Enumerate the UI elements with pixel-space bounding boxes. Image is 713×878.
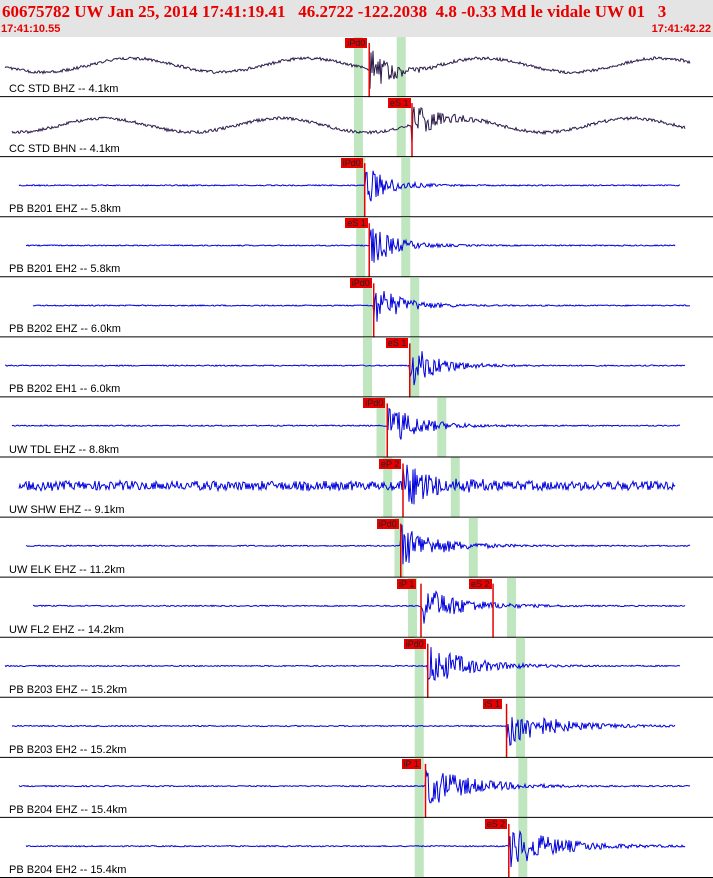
channel-label: PB B202 EH1 -- 6.0km [9,383,121,396]
channel-row[interactable] [0,517,713,578]
seismogram-trace [11,407,681,440]
seismogram-trace [18,170,681,202]
pick-window-band [356,157,366,218]
pick-window-band [394,517,404,578]
pick-label[interactable]: iPd0 [349,278,372,289]
seismogram-trace [25,524,691,565]
pick-window-band [507,577,517,638]
pick-window-band [362,337,372,398]
pick-window-band [401,217,411,278]
pick-label[interactable]: eS 1 [345,218,368,229]
seismogram-trace [11,717,676,747]
pick-window-band [376,397,386,458]
channel-row[interactable] [0,97,713,158]
pick-window-band [353,37,363,98]
seismogram-trace [18,464,676,505]
channel-row[interactable] [0,337,713,398]
channel-row[interactable] [0,457,713,518]
pick-window-band [407,577,417,638]
pick-window-band [414,757,424,818]
pick-window-band [353,97,363,158]
waveform-panel[interactable]: CC STD BHZ -- 4.1km iPd0 CC STD BHN -- 4.1… [0,37,713,878]
pick-label[interactable]: iPd0 [340,158,363,169]
seismogram-trace [32,290,691,322]
channel-label: PB B204 EHZ -- 15.4km [9,803,127,816]
seismogram-trace [18,770,691,804]
channel-row[interactable] [0,757,713,818]
waveform-canvas[interactable] [0,37,713,878]
pick-window-band [410,277,420,338]
seismogram-trace [4,647,681,681]
pick-window-band [383,457,393,518]
pick-window-band [356,217,366,278]
pick-window-band [362,277,372,338]
seismogram-trace [25,829,686,868]
pick-label[interactable]: iPd0 [403,638,426,649]
pick-window-band [518,757,528,818]
seismogram-trace [4,351,686,386]
channel-row[interactable] [0,217,713,278]
seismogram-trace [32,590,686,624]
pick-window-band [414,817,424,878]
channel-label: CC STD BHZ -- 4.1km [9,83,119,96]
seismogram-trace [4,50,691,89]
seismogram-trace [11,106,686,144]
pick-label[interactable]: iPd0 [376,518,399,529]
start-time-label: 17:41:10.55 [1,23,61,35]
pick-label[interactable]: iPd0 [363,398,386,409]
pick-label[interactable]: eS 2 [484,818,508,829]
channel-row[interactable] [0,697,713,758]
pick-window-band [401,157,411,218]
channel-row[interactable] [0,637,713,698]
pick-label[interactable]: eS 1 [385,338,409,349]
channel-label: PB B201 EHZ -- 5.8km [9,203,121,216]
header-bar: 60675782 UW Jan 25, 2014 17:41:19.41 46.… [0,0,713,37]
pick-label[interactable]: eS 1 [387,98,411,109]
pick-window-band [396,37,406,98]
event-title: 60675782 UW Jan 25, 2014 17:41:19.41 46.… [2,2,667,21]
pick-label[interactable]: iS 1 [482,698,503,709]
channel-row[interactable] [0,37,713,98]
pick-window-band [414,697,424,758]
channel-label: UW TDL EHZ -- 8.8km [9,443,120,456]
pick-window-band [414,637,424,698]
seismogram-trace [25,228,676,263]
channel-label: CC STD BHN -- 4.1km [9,143,120,156]
channel-label: UW ELK EHZ -- 11.2km [9,563,125,576]
pick-window-band [410,337,420,398]
pick-label[interactable]: iP 1 [401,758,421,769]
channel-label: PB B204 EH2 -- 15.4km [9,864,127,876]
pick-label[interactable]: eP 2 [378,458,402,469]
pick-label[interactable]: iP 1 [397,578,417,589]
channel-label: UW SHW EHZ -- 9.1km [9,503,125,516]
end-time-label: 17:41:42.22 [651,23,711,35]
channel-row[interactable] [0,277,713,338]
pick-window-band [437,397,447,458]
channel-label: UW FL2 EHZ -- 14.2km [9,623,124,636]
channel-row[interactable] [0,397,713,458]
channel-row[interactable] [0,577,713,638]
pick-label[interactable]: iPd0 [345,38,368,48]
channel-label: PB B203 EH2 -- 15.2km [9,743,127,756]
pick-window-band [468,517,478,578]
channel-label: PB B201 EH2 -- 5.8km [9,263,121,276]
channel-row[interactable] [0,157,713,218]
pick-label[interactable]: eS 2 [469,578,492,589]
channel-label: PB B202 EHZ -- 6.0km [9,323,121,336]
channel-label: PB B203 EHZ -- 15.2km [9,683,127,696]
